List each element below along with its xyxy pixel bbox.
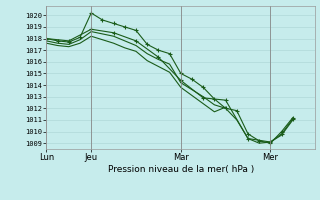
X-axis label: Pression niveau de la mer( hPa ): Pression niveau de la mer( hPa ): [108, 165, 254, 174]
